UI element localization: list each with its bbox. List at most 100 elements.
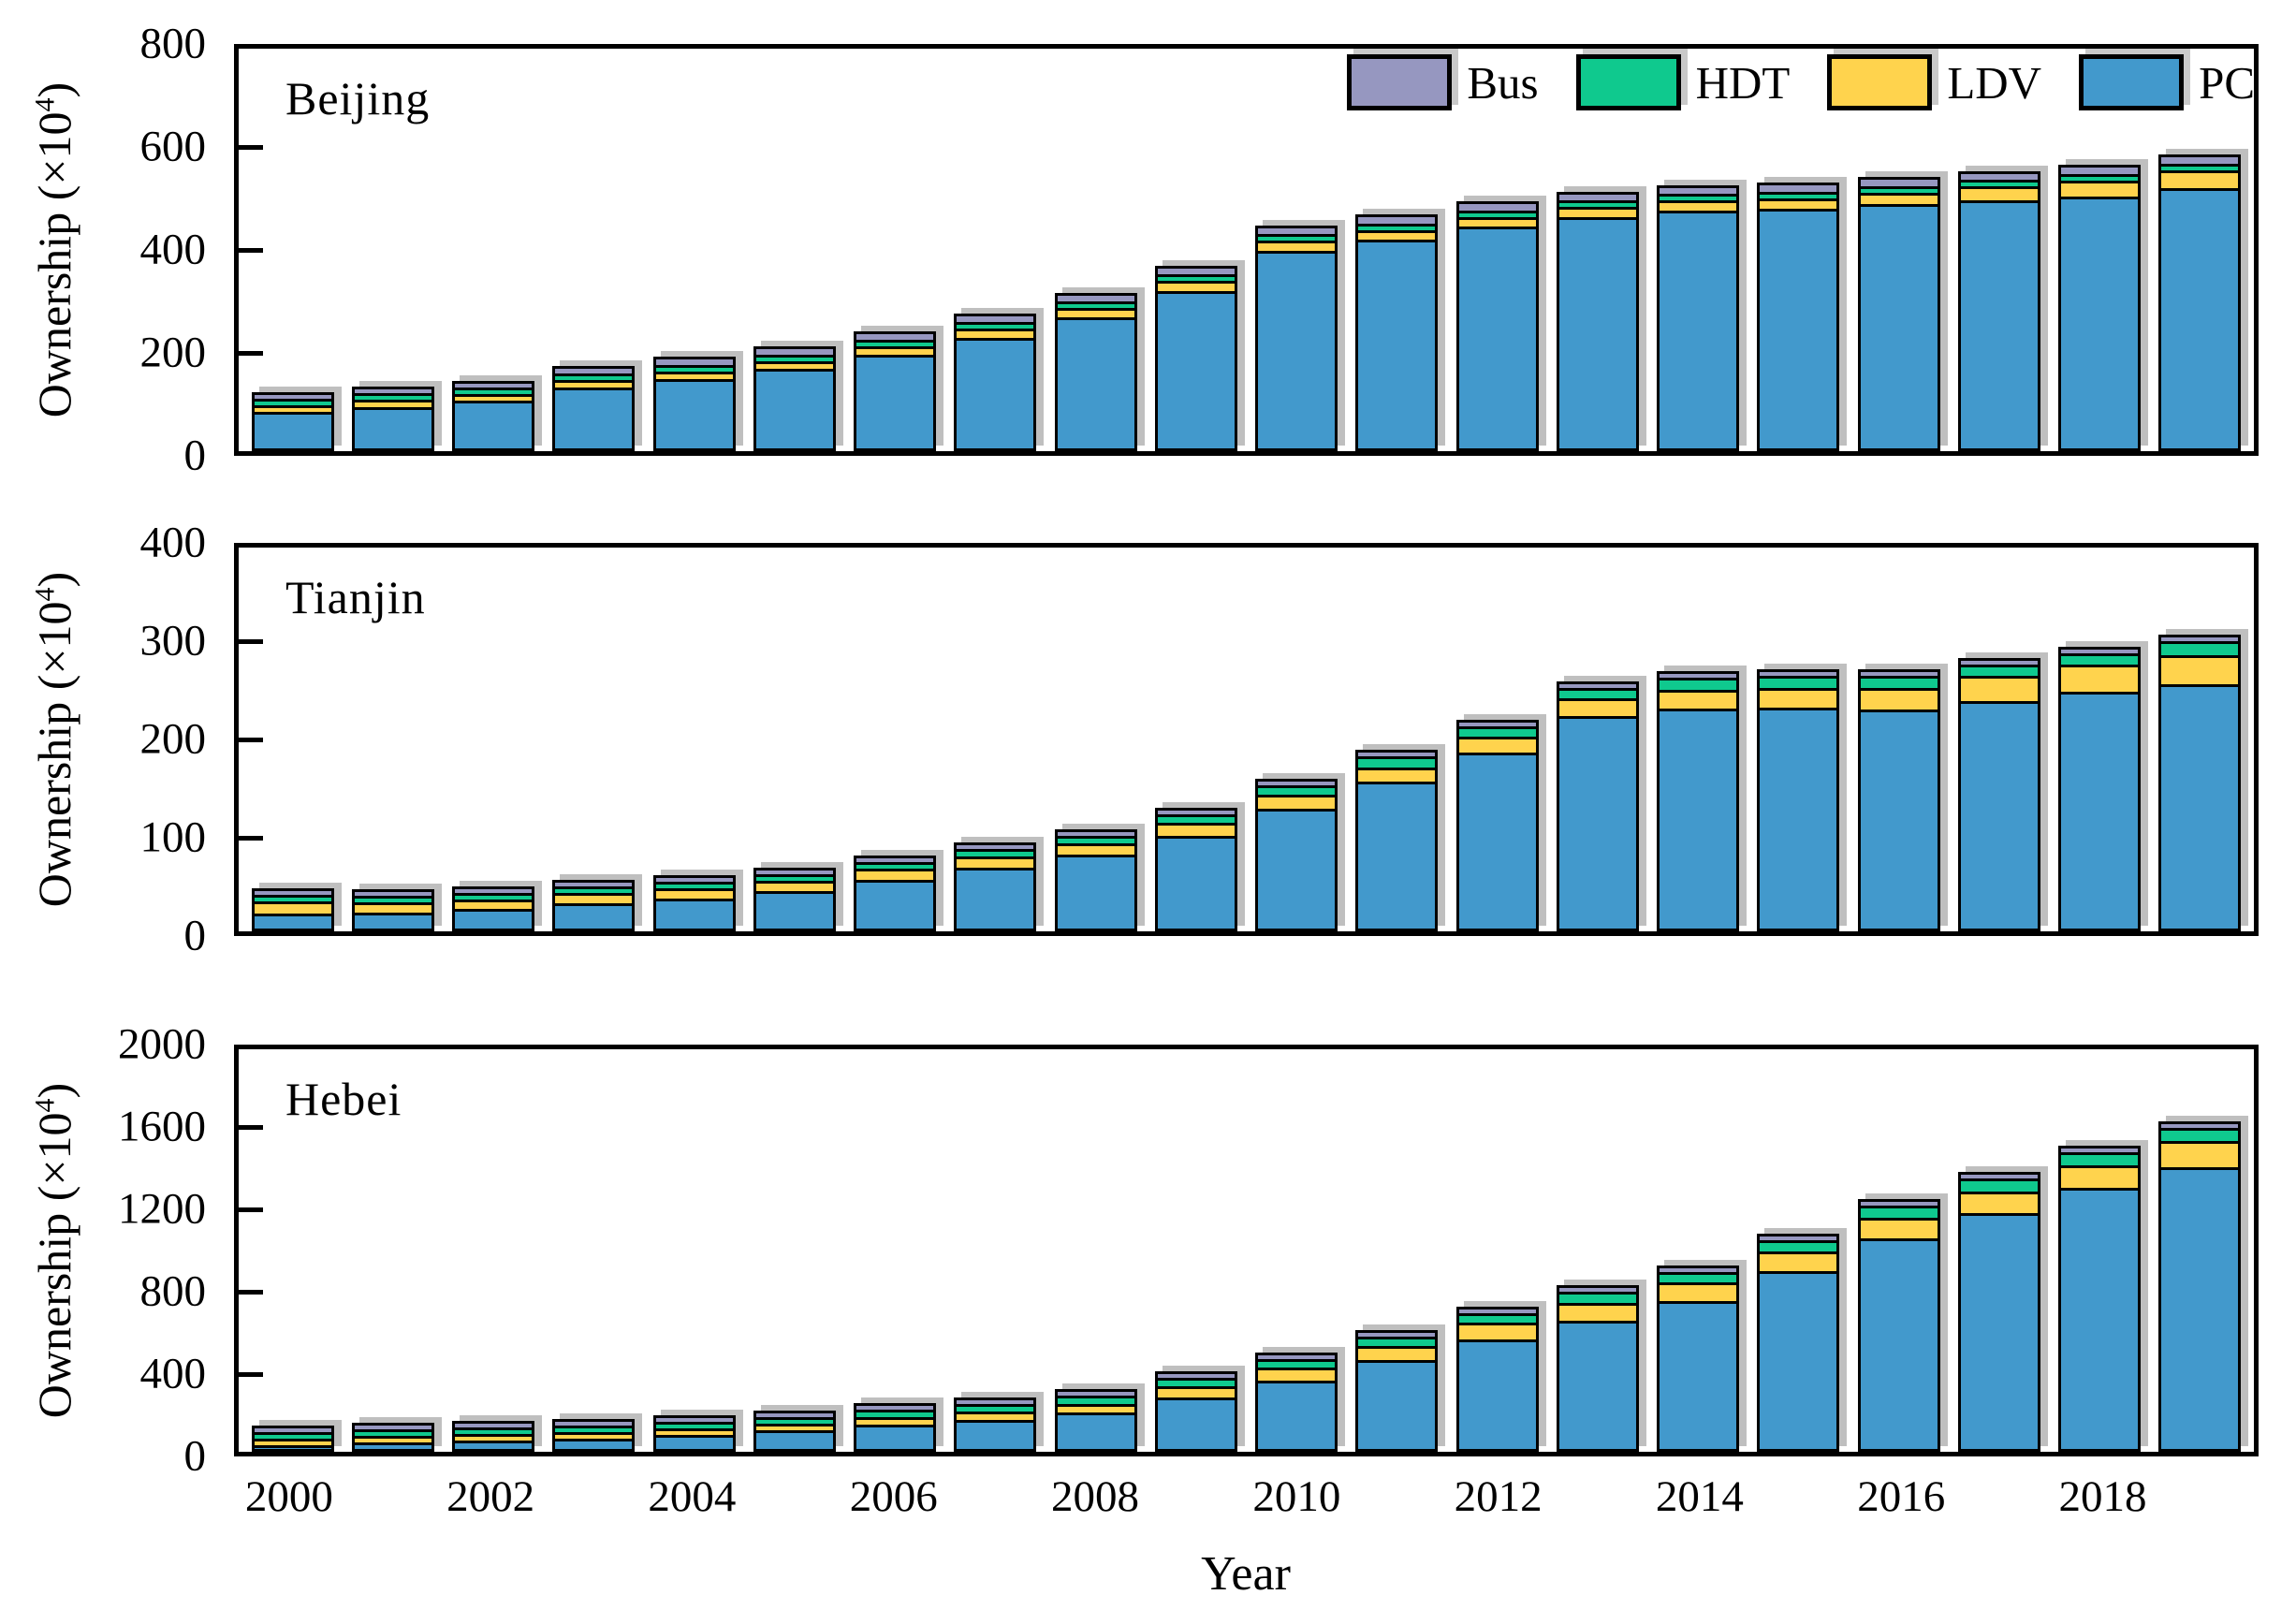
bar-slot-2012: [1447, 200, 1547, 451]
hebei-y-tick-label-0: 0: [183, 1431, 207, 1481]
panel-title-tianjin: Tianjin: [285, 571, 426, 623]
bar-slot-2001: [343, 889, 443, 931]
bar-slot-2003: [544, 879, 644, 931]
beijing-2009-segment-bus: [1154, 266, 1237, 275]
bar-slot-2002: [444, 886, 544, 931]
beijing-y-tick-mark-200: [239, 351, 263, 356]
beijing-bar-2018: [2058, 165, 2142, 451]
beijing-bar-2002: [452, 380, 535, 451]
bar-slot-2017: [1949, 1171, 2049, 1452]
hebei-bar-2015: [1757, 1234, 1840, 1452]
beijing-2008-segment-hdt: [1054, 300, 1137, 308]
beijing-2005-segment-pc: [753, 369, 836, 451]
beijing-2003-segment-hdt: [552, 373, 636, 381]
beijing-2004-segment-bus: [652, 357, 736, 366]
tianjin-bar-2011: [1355, 750, 1439, 931]
beijing-2002-segment-hdt: [452, 387, 535, 394]
tianjin-2005-segment-hdt: [753, 873, 836, 881]
tianjin-2009-segment-ldv: [1154, 823, 1237, 836]
hebei-2010-segment-pc: [1255, 1380, 1338, 1452]
tianjin-2004-segment-hdt: [652, 881, 736, 888]
tianjin-2008-segment-hdt: [1054, 835, 1137, 843]
tianjin-bar-2000: [251, 887, 334, 931]
ldv-swatch-icon: [1827, 54, 1933, 110]
beijing-2008-segment-ldv: [1054, 307, 1137, 318]
hebei-bar-2019: [2158, 1120, 2242, 1452]
beijing-2012-segment-pc: [1455, 227, 1539, 451]
beijing-2014-segment-pc: [1657, 211, 1740, 451]
hebei-bar-2016: [1857, 1198, 1940, 1452]
beijing-2015-segment-bus: [1757, 182, 1840, 192]
tianjin-2018-segment-hdt: [2058, 652, 2142, 666]
hebei-2016-segment-bus: [1857, 1198, 1940, 1206]
tianjin-bar-2003: [552, 879, 636, 931]
legend-label-pc: PC: [2199, 56, 2255, 109]
beijing-2016-segment-hdt: [1857, 185, 1940, 193]
tianjin-2001-segment-bus: [351, 889, 434, 897]
hebei-2004-segment-bus: [652, 1414, 736, 1422]
bar-slot-2009: [1146, 807, 1246, 931]
hebei-2006-segment-pc: [854, 1424, 937, 1452]
bar-slot-2006: [845, 1403, 945, 1452]
hebei-bar-2017: [1957, 1171, 2040, 1452]
bar-slot-2008: [1046, 828, 1146, 931]
bar-slot-2000: [242, 887, 343, 931]
hebei-2009-segment-bus: [1154, 1371, 1237, 1379]
hebei-bar-2002: [452, 1421, 535, 1452]
hebei-2018-segment-hdt: [2058, 1151, 2142, 1165]
tianjin-bar-2014: [1657, 671, 1740, 931]
tianjin-y-tick-label-400: 400: [139, 518, 207, 567]
beijing-y-tick-label-800: 800: [139, 19, 207, 68]
beijing-bar-2003: [552, 366, 636, 451]
tianjin-2001-segment-ldv: [351, 902, 434, 913]
bar-slot-2014: [1648, 671, 1748, 931]
tianjin-2013-segment-pc: [1556, 716, 1639, 931]
hebei-2007-segment-ldv: [954, 1412, 1037, 1420]
beijing-2000-segment-ldv: [251, 404, 334, 413]
tianjin-bar-2019: [2158, 635, 2242, 931]
hebei-2019-segment-ldv: [2158, 1140, 2242, 1167]
hebei-2000-segment-ldv: [251, 1439, 334, 1445]
hebei-bar-2000: [251, 1426, 334, 1452]
tianjin-bar-2018: [2058, 646, 2142, 931]
tianjin-bar-2012: [1455, 719, 1539, 931]
hebei-2006-segment-hdt: [854, 1410, 937, 1417]
beijing-2012-segment-bus: [1455, 200, 1539, 211]
hebei-2015-segment-hdt: [1757, 1240, 1840, 1252]
beijing-2001-segment-hdt: [351, 393, 434, 401]
tianjin-2005-segment-ldv: [753, 880, 836, 891]
beijing-2002-segment-ldv: [452, 393, 535, 402]
beijing-bar-2010: [1255, 225, 1338, 451]
tianjin-2000-segment-ldv: [251, 901, 334, 914]
panel-title-hebei: Hebei: [285, 1073, 402, 1125]
hebei-2010-segment-bus: [1255, 1352, 1338, 1359]
beijing-2010-segment-ldv: [1255, 241, 1338, 252]
beijing-2000-segment-hdt: [251, 398, 334, 405]
hebei-2007-segment-pc: [954, 1419, 1037, 1452]
hebei-2017-segment-pc: [1957, 1213, 2040, 1452]
tianjin-2015-segment-ldv: [1757, 687, 1840, 709]
beijing-2011-segment-bus: [1355, 213, 1439, 224]
tianjin-bar-2010: [1255, 779, 1338, 931]
tianjin-bar-2016: [1857, 669, 1940, 931]
tianjin-2015-segment-pc: [1757, 708, 1840, 931]
hebei-2008-segment-ldv: [1054, 1404, 1137, 1413]
bars-area-tianjin: [239, 548, 2254, 931]
tianjin-2001-segment-hdt: [351, 896, 434, 903]
tianjin-2011-segment-hdt: [1355, 756, 1439, 768]
hebei-2018-segment-ldv: [2058, 1164, 2142, 1189]
tianjin-2012-segment-bus: [1455, 719, 1539, 726]
tianjin-2003-segment-pc: [552, 903, 636, 931]
tianjin-2014-segment-pc: [1657, 709, 1740, 931]
tianjin-2011-segment-ldv: [1355, 767, 1439, 783]
tianjin-2001-segment-pc: [351, 912, 434, 931]
legend-label-bus: Bus: [1467, 56, 1539, 109]
bar-slot-2012: [1447, 719, 1547, 931]
hebei-2011-segment-hdt: [1355, 1337, 1439, 1347]
tianjin-2012-segment-pc: [1455, 753, 1539, 931]
beijing-2005-segment-hdt: [753, 354, 836, 361]
hebei-2005-segment-hdt: [753, 1416, 836, 1424]
x-axis-label: Year: [1201, 1547, 1291, 1601]
beijing-2009-segment-hdt: [1154, 274, 1237, 282]
tianjin-2007-segment-ldv: [954, 856, 1037, 869]
